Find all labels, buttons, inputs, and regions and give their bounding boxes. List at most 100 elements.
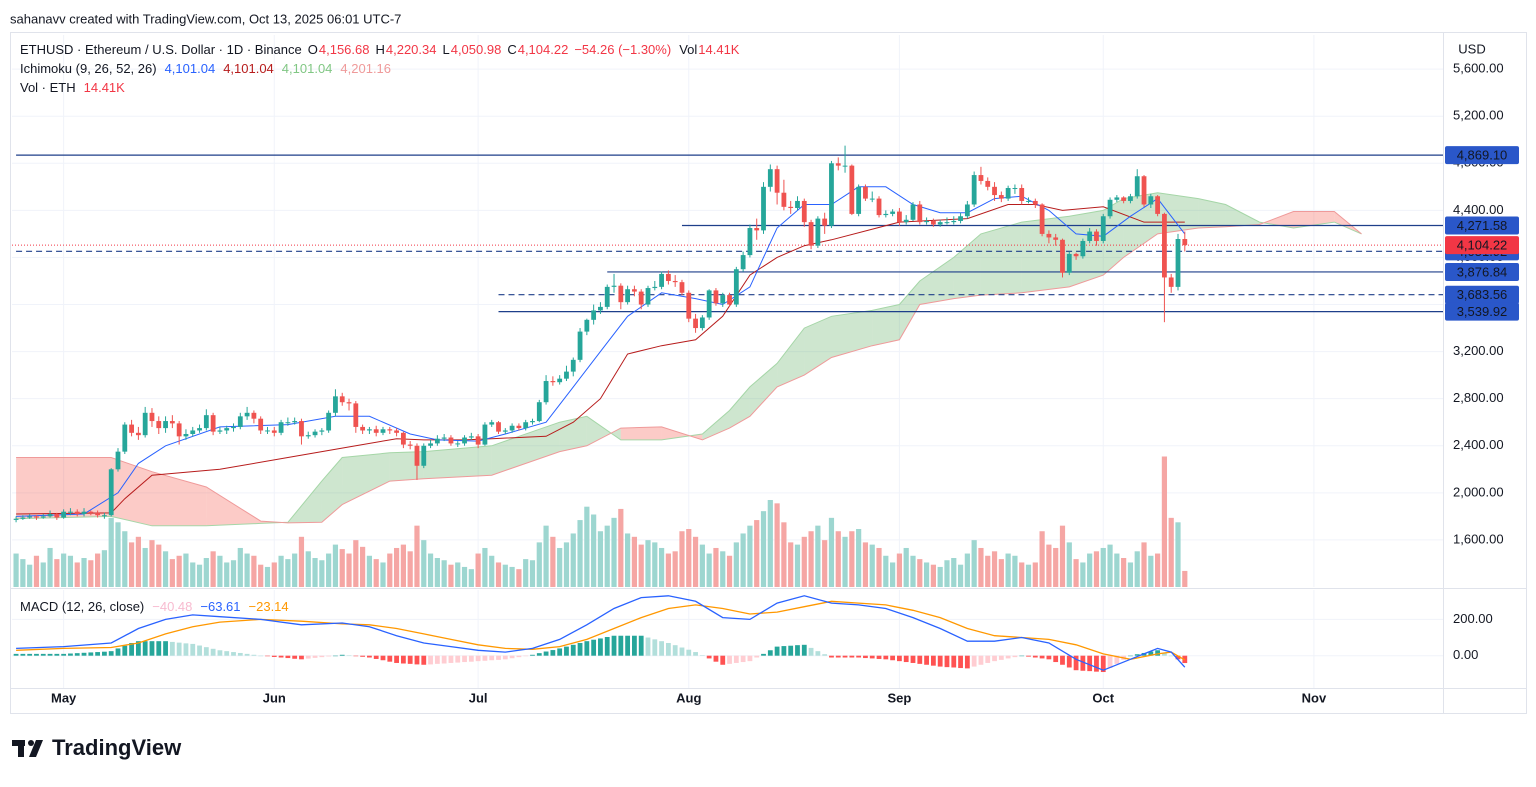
volume-bar [1175,522,1181,587]
volume-bar [353,540,359,587]
candle-body [835,163,841,166]
volume-bar [801,536,807,587]
macd-histogram-bar [502,655,508,660]
candle-body [699,317,705,329]
volume-bar [1107,544,1113,587]
volume-bar [13,553,19,587]
volume-bar [149,540,155,587]
volume-bar [625,533,631,587]
macd-histogram-bar [761,653,766,656]
macd-histogram-bar [169,641,175,656]
candle-body [611,285,617,287]
volume-bar [944,560,950,587]
macd-histogram-bar [1128,655,1133,657]
volume-bar [346,553,352,587]
level-label-box [1445,146,1519,165]
indicator-value: 4,101.04 [165,61,216,76]
candle-body [842,165,848,167]
candle-body [197,428,202,431]
ohlc-key: O [308,42,318,57]
macd-histogram-bar [564,646,569,656]
leading-span-b [16,211,1362,524]
macd-histogram-bar [863,655,868,659]
candle-body [203,415,209,429]
candle-body [353,403,359,427]
y-tick-label: 1,600.00 [1453,531,1504,546]
last-price-label: 4,104.22 [1457,238,1508,253]
volume-bar [502,564,508,587]
macd-histogram-bar [224,651,230,656]
macd-histogram-bar [740,655,746,663]
candle-body [577,331,583,360]
candle-body [1094,231,1099,241]
volume-bar [828,517,835,587]
cloud-segment [1069,210,1104,287]
candle-body [985,180,991,187]
volume-bar [230,560,237,587]
cloud-segment [749,363,778,417]
y-tick-label: 2,800.00 [1453,390,1504,405]
volume-bar [162,551,169,587]
candle-body [169,421,175,424]
macd-histogram-bar [998,655,1004,660]
macd-histogram-bar [176,642,182,656]
macd-histogram-bar [890,655,896,661]
volume-bar [373,559,379,587]
macd-histogram-bar [54,653,60,656]
macd-histogram-bar [122,645,128,656]
macd-histogram-bar [733,655,739,663]
volume-bar [917,559,923,587]
macd-histogram-bar [1060,655,1065,665]
candle-body [122,424,128,452]
volume-bar [74,562,80,587]
macd-histogram-bar [346,655,352,657]
volume-bar [427,553,434,587]
level-label: 3,539.92 [1457,304,1508,319]
volume-bar [196,564,203,587]
macd-histogram-bar [13,653,19,656]
candle-body [924,220,929,223]
candle-body [475,436,481,445]
macd-histogram-bar [937,655,943,667]
candle-body [747,228,753,256]
cloud-segment [899,281,920,340]
volume-bar [1066,542,1072,587]
macd-histogram-bar [1168,655,1174,657]
macd-histogram-bar [747,655,753,662]
macd-histogram-bar [312,655,318,658]
candle-body [795,200,800,209]
macd-histogram-bar [910,655,916,663]
volume-bar [169,559,175,587]
macd-histogram-bar [231,652,236,656]
volume-bar [285,559,291,587]
macd-histogram-bar [801,644,807,656]
cloud-segment [16,457,112,519]
candle-body [1019,188,1025,201]
candle-body [400,432,406,445]
candle-body [1087,231,1093,241]
volume-bar [584,506,590,587]
ohlc-value: 4,156.68 [319,42,370,57]
macd-histogram-bar [693,652,698,656]
volume-bar [305,551,311,587]
volume-bar [387,553,393,587]
macd-histogram-bar [135,641,141,656]
volume-bar [1073,559,1079,587]
level-label-box [1445,285,1519,304]
volume-bar [190,562,196,587]
candle-body [754,228,760,231]
macd-histogram-bar [1012,655,1018,658]
candle-body [271,430,277,433]
candle-body [523,422,529,429]
legend-line: MACD (12, 26, close) −40.48 −63.61 −23.14 [20,599,289,614]
macd-histogram-bar [163,641,168,656]
candle-body [380,429,386,433]
volume-bar [20,559,26,587]
candle-body [102,515,107,517]
y-tick-label: 2,000.00 [1453,484,1504,499]
candle-body [822,218,828,226]
macd-pane [13,595,1188,673]
candle-body [20,517,26,519]
volume-bar [461,566,468,587]
macd-histogram-bar [299,655,304,660]
